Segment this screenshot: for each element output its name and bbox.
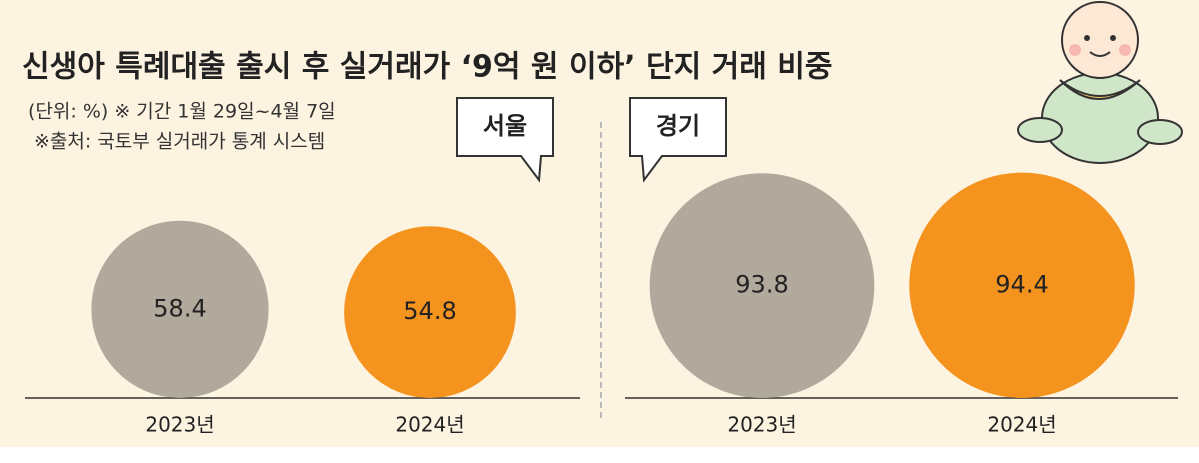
note: ※출처: 국토부 실거래가 통계 시스템 (34, 131, 325, 153)
note: (단위: %) ※ 기간 1월 29일~4월 7일 (28, 101, 336, 123)
title: 신생아 특례대출 출시 후 실거래가 ‘9억 원 이하’ 단지 거래 비중 (22, 50, 833, 85)
bubble (909, 172, 1135, 398)
panel-tag-box (456, 97, 554, 183)
bottom-strip (0, 447, 1199, 463)
category-label: 2023년 (727, 413, 796, 437)
category-label: 2024년 (395, 413, 464, 437)
panel-title: 경기 (656, 112, 700, 140)
category-label: 2024년 (987, 413, 1056, 437)
bubble (344, 226, 516, 398)
baby-illustration (1017, 1, 1183, 164)
category-label: 2023년 (145, 413, 214, 437)
panel-tag-box (629, 97, 727, 183)
bubble (91, 220, 269, 398)
value-label: 93.8 (735, 271, 788, 299)
value-label: 58.4 (153, 294, 206, 322)
panel-title: 서울 (483, 112, 527, 140)
value-label: 94.4 (995, 270, 1048, 298)
bubble (649, 173, 875, 398)
value-label: 54.8 (403, 297, 456, 325)
